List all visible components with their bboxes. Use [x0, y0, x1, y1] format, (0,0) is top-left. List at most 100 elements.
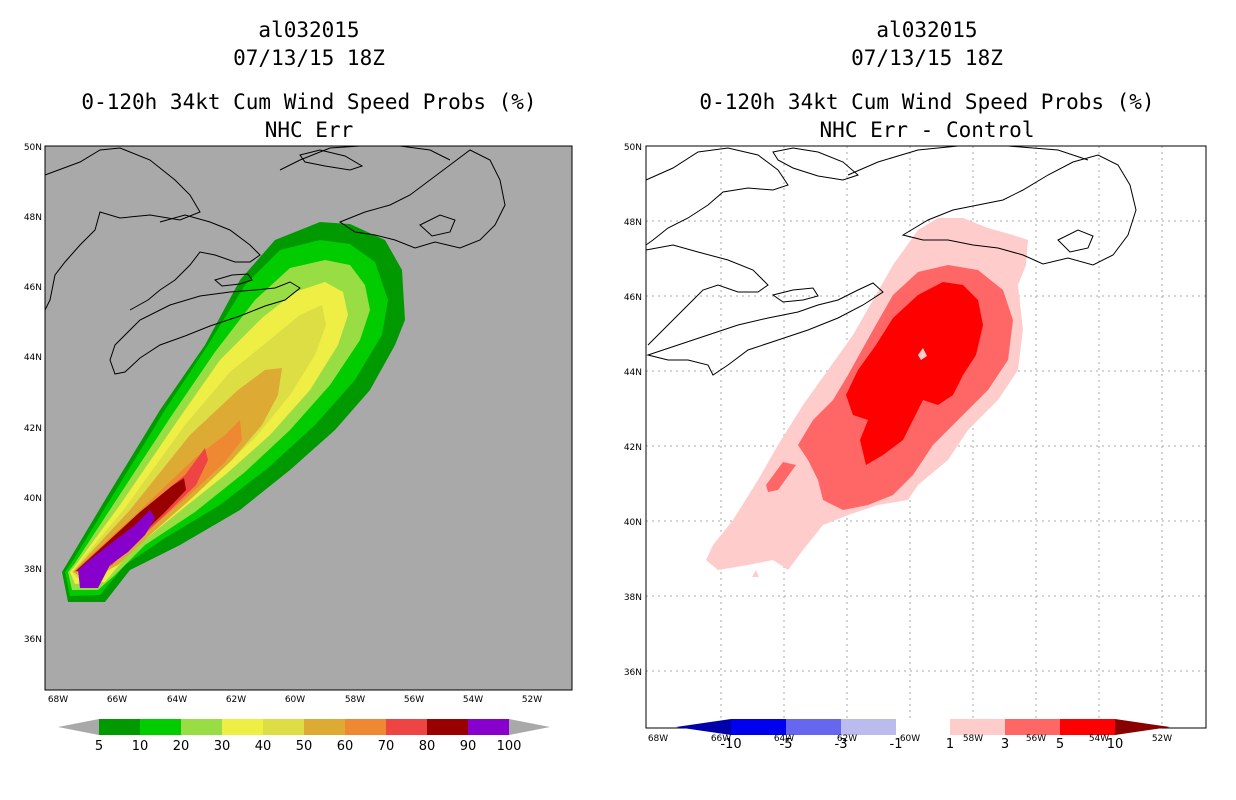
lon-label: 64W: [167, 695, 187, 705]
right-map-svg: 50N 48N 46N 44N 42N 40N 38N 36N 68W 66W …: [624, 143, 1207, 752]
lat-label: 50N: [624, 143, 642, 153]
legend-swatch: [263, 719, 304, 735]
lon-label: 60W: [285, 695, 305, 705]
lat-label: 48N: [24, 213, 42, 223]
left-map-panel: al032015 07/13/15 18Z 0-120h 34kt Cum Wi…: [24, 18, 573, 754]
panel-subtitle: NHC Err: [264, 118, 354, 142]
legend-swatch: [1005, 719, 1060, 735]
legend-swatch: [786, 719, 841, 735]
lat-axis: 50N 48N 46N 44N 42N 40N 38N 36N: [24, 143, 42, 645]
legend-swatch: [304, 719, 345, 735]
legend-label: -1: [890, 737, 903, 752]
lon-label: 62W: [837, 734, 857, 744]
product-title: 0-120h 34kt Cum Wind Speed Probs (%): [699, 90, 1155, 114]
lon-label: 68W: [48, 695, 68, 705]
legend-swatch: [345, 719, 386, 735]
legend-label: 5: [95, 739, 103, 754]
legend-label: -3: [835, 737, 848, 752]
left-map-svg: 50N 48N 46N 44N 42N 40N 38N 36N 68W 66W …: [24, 143, 573, 754]
legend-swatch: [731, 719, 786, 735]
product-title: 0-120h 34kt Cum Wind Speed Probs (%): [81, 90, 537, 114]
legend-arrow-low: [676, 719, 731, 735]
legend-label: 1: [946, 737, 954, 752]
legend-label: 40: [255, 739, 272, 754]
lon-label: 66W: [711, 734, 731, 744]
legend-label: 50: [296, 739, 313, 754]
legend-label: 3: [1001, 737, 1009, 752]
contour-70: [75, 448, 208, 572]
coastline-nova-scotia: [646, 282, 884, 376]
legend-label: 30: [214, 739, 231, 754]
lat-label: 36N: [24, 635, 42, 645]
contour-90: [78, 510, 155, 588]
lon-label: 58W: [345, 695, 365, 705]
right-map-panel: al032015 07/13/15 18Z 0-120h 34kt Cum Wi…: [618, 0, 1236, 800]
legend-label: -10: [720, 737, 741, 752]
lon-label: 60W: [900, 734, 920, 744]
lat-label: 44N: [24, 353, 42, 363]
spot-plus-3: [766, 462, 796, 492]
lat-label: 42N: [24, 424, 42, 434]
lat-label: 46N: [624, 293, 642, 303]
spot-plus-1: [752, 570, 759, 577]
spot-plus-1-small: [918, 348, 927, 360]
coastline-anticosti: [299, 149, 364, 171]
color-legend: [676, 719, 1170, 735]
legend-swatch: [386, 719, 427, 735]
legend-arrow-low: [58, 719, 99, 735]
lon-label: 54W: [1089, 734, 1109, 744]
coastline-gaspe: [645, 244, 769, 346]
lat-label: 44N: [624, 368, 642, 378]
legend-swatch: [99, 719, 140, 735]
legend-label: 80: [419, 739, 436, 754]
legend-label: 10: [132, 739, 149, 754]
coastline-pei: [771, 287, 819, 303]
legend-swatch: [468, 719, 509, 735]
legend-swatch: [1060, 719, 1115, 735]
lon-label: 62W: [226, 695, 246, 705]
coastline-mainland: [645, 147, 789, 246]
color-legend: [58, 719, 550, 735]
legend-labels: -10 -5 -3 -1 1 3 5 10: [720, 737, 1123, 752]
legend-label: 20: [173, 739, 190, 754]
coastline-nova-scotia: [109, 281, 301, 375]
legend-label: 5: [1056, 737, 1064, 752]
coastline-lake: [419, 214, 456, 237]
coastline-lake: [1057, 229, 1094, 253]
coastline-mainland: [44, 147, 201, 311]
lon-label: 52W: [522, 695, 542, 705]
lon-label: 52W: [1152, 734, 1172, 744]
legend-swatch: [222, 719, 263, 735]
coastline-newfoundland: [901, 154, 1137, 266]
lat-label: 38N: [24, 565, 42, 575]
storm-id: al032015: [876, 18, 978, 42]
legend-label: 100: [497, 739, 522, 754]
coastline-anticosti: [772, 147, 859, 181]
lon-label: 66W: [107, 695, 127, 705]
coastline-gaspe: [129, 214, 261, 311]
legend-swatch: [841, 719, 896, 735]
lon-axis: 68W 66W 64W 62W 60W 58W 56W 54W 52W: [48, 695, 542, 705]
forecast-datetime: 07/13/15 18Z: [851, 46, 1003, 70]
legend-label: -5: [780, 737, 793, 752]
lat-axis: 50N 48N 46N 44N 42N 40N 38N 36N: [624, 143, 642, 678]
lon-label: 68W: [648, 734, 668, 744]
lat-label: 40N: [624, 518, 642, 528]
lon-axis: 68W 66W 64W 62W 60W 58W 56W 54W 52W: [648, 734, 1172, 744]
legend-label: 10: [1107, 737, 1124, 752]
lat-label: 40N: [24, 494, 42, 504]
coastline-group: [44, 145, 506, 375]
legend-label: 60: [337, 739, 354, 754]
legend-arrow-high: [1115, 719, 1170, 735]
legend-arrow-high: [509, 719, 550, 735]
map-frame: [44, 145, 573, 691]
storm-id: al032015: [258, 18, 360, 42]
legend-swatch: [427, 719, 468, 735]
legend-labels: 5 10 20 30 40 50 60 70 80 90 100: [95, 739, 522, 754]
contour-50: [73, 368, 282, 575]
legend-swatch: [181, 719, 222, 735]
lon-label: 64W: [774, 734, 794, 744]
forecast-datetime: 07/13/15 18Z: [233, 46, 385, 70]
lat-label: 36N: [624, 668, 642, 678]
lat-label: 50N: [24, 143, 42, 153]
